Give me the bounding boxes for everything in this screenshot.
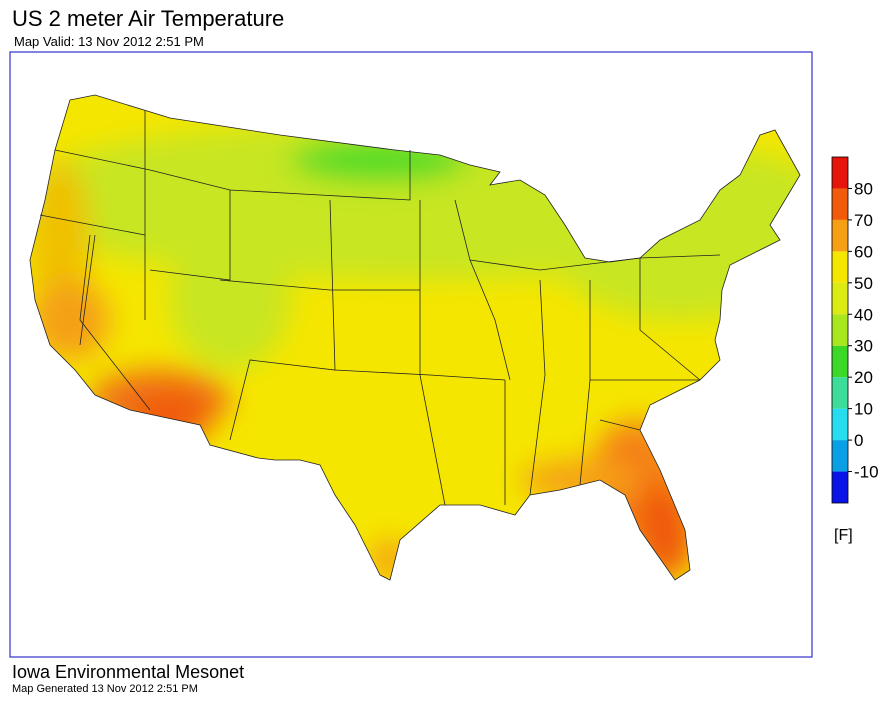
colorbar-unit: [F] [834, 527, 853, 544]
colorbar-frame [831, 156, 849, 504]
colorbar-tick-label: 20 [854, 368, 873, 387]
colorbar-band [832, 157, 848, 189]
colorbar-tick-label: 10 [854, 400, 873, 419]
state-borders [29, 94, 801, 581]
colorbar-tick-label: 80 [854, 179, 873, 198]
colorbar-band [832, 188, 848, 220]
colorbar-band [832, 377, 848, 409]
colorbar-band [832, 345, 848, 378]
subtitle: Map Valid: 13 Nov 2012 2:51 PM [14, 34, 204, 49]
colorbar-band [832, 408, 848, 441]
colorbar-band [832, 282, 848, 315]
colorbar-tick-label: -10 [854, 463, 879, 482]
footer-org: Iowa Environmental Mesonet [12, 662, 244, 682]
colorbar-tick-label: 70 [854, 211, 873, 230]
colorbar-band [832, 471, 848, 503]
colorbar-band [832, 440, 848, 472]
colorbar-band [832, 251, 848, 283]
colorbar-tick-label: 40 [854, 305, 873, 324]
colorbar: -10 0 10 20 30 40 50 60 70 80 [831, 156, 879, 504]
title: US 2 meter Air Temperature [12, 6, 284, 31]
colorbar-tick-label: 0 [854, 431, 863, 450]
colorbar-tick-label: 50 [854, 274, 873, 293]
map-frame [9, 51, 813, 658]
footer-generated: Map Generated 13 Nov 2012 2:51 PM [12, 683, 198, 695]
colorbar-band [832, 219, 848, 252]
colorbar-band [832, 314, 848, 346]
colorbar-tick-label: 60 [854, 242, 873, 261]
colorbar-tick-label: 30 [854, 337, 873, 356]
